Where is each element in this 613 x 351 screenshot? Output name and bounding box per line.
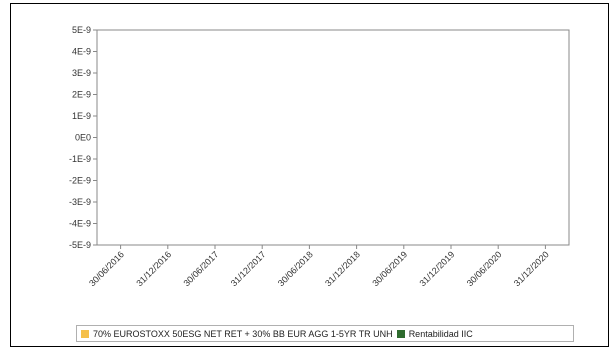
chart-plot: 5E-9 4E-9 3E-9 2E-9 1E-9 0E0 -1E-9 -2E-9 -3E-9 -4… — [69, 25, 570, 288]
legend-item-benchmark: 70% EUROSTOXX 50ESG NET RET + 30% BB EUR… — [81, 329, 393, 339]
legend-label-benchmark: 70% EUROSTOXX 50ESG NET RET + 30% BB EUR… — [93, 328, 393, 339]
x-tick-label: 30/06/2018 — [276, 249, 315, 288]
legend-item-rentabilidad: Rentabilidad IIC — [396, 328, 473, 339]
y-tick-label: -2E-9 — [69, 176, 91, 186]
y-tick-label: 1E-9 — [72, 111, 91, 121]
y-tick-label: -4E-9 — [69, 219, 91, 229]
legend-swatch-rentabilidad — [396, 329, 405, 338]
x-tick-label: 30/06/2017 — [181, 249, 220, 288]
x-tick-label: 30/06/2019 — [370, 249, 409, 288]
y-tick-label: -1E-9 — [69, 154, 91, 164]
y-tick-label: 5E-9 — [72, 25, 91, 35]
chart-frame: 5E-9 4E-9 3E-9 2E-9 1E-9 0E0 -1E-9 -2E-9 -3E-9 -4… — [10, 3, 609, 347]
plot-area — [96, 29, 570, 246]
y-tick-label: 4E-9 — [72, 47, 91, 57]
legend-swatch-benchmark — [81, 329, 89, 338]
x-tick-label: 31/12/2017 — [229, 249, 268, 288]
y-tick-label: 2E-9 — [72, 90, 91, 100]
y-tick-label: -5E-9 — [69, 240, 91, 250]
x-tick-label: 31/12/2019 — [417, 249, 456, 288]
y-axis: 5E-9 4E-9 3E-9 2E-9 1E-9 0E0 -1E-9 -2E-9 -3E-9 -4… — [69, 25, 97, 250]
legend-label-rentabilidad: Rentabilidad IIC — [408, 328, 473, 339]
x-tick-label: 31/12/2016 — [134, 249, 173, 288]
chart-legend: 70% EUROSTOXX 50ESG NET RET + 30% BB EUR… — [76, 325, 574, 342]
y-tick-label: -3E-9 — [69, 197, 91, 207]
x-tick-label: 30/06/2020 — [465, 249, 504, 288]
x-tick-label: 31/12/2020 — [512, 249, 551, 288]
y-tick-label: 0E0 — [75, 133, 91, 143]
y-tick-label: 3E-9 — [72, 68, 91, 78]
x-axis: 30/06/2016 31/12/2016 30/06/2017 31/12/2017… — [87, 245, 551, 288]
x-tick-label: 30/06/2016 — [87, 249, 126, 288]
x-tick-label: 31/12/2018 — [323, 249, 362, 288]
